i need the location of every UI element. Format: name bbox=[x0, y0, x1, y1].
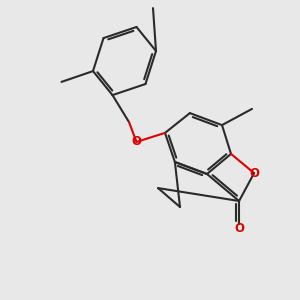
Text: O: O bbox=[234, 221, 244, 235]
Text: O: O bbox=[131, 135, 142, 148]
Text: O: O bbox=[249, 167, 259, 180]
